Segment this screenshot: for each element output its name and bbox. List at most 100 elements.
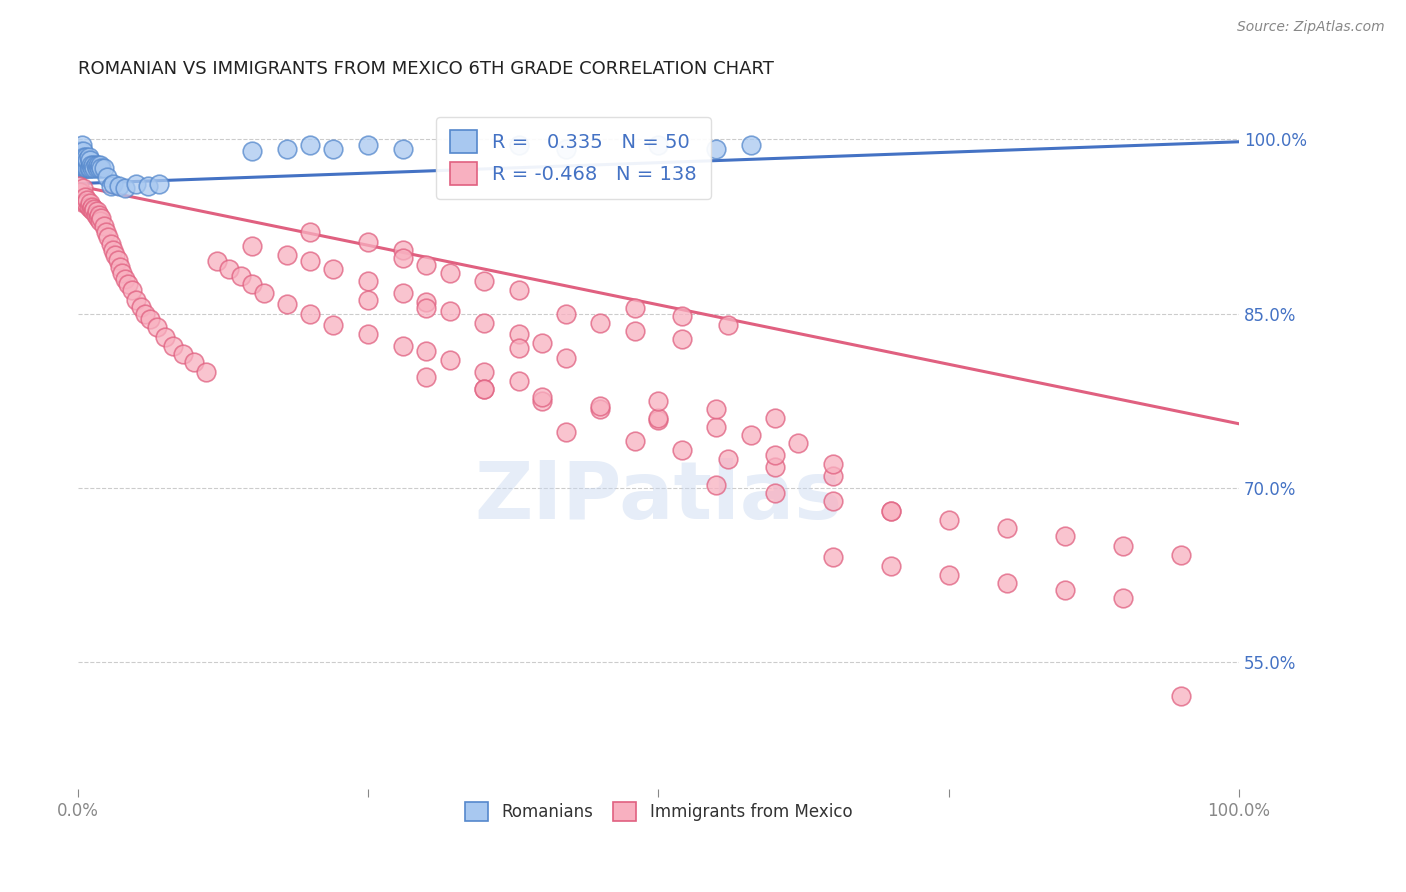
Point — [70, 138, 93, 153]
Point — [276, 297, 298, 311]
Text: Source: ZipAtlas.com: Source: ZipAtlas.com — [1237, 20, 1385, 34]
Point — [508, 283, 530, 297]
Point — [554, 142, 576, 156]
Point — [87, 158, 110, 172]
Point — [93, 219, 115, 234]
Point — [554, 306, 576, 320]
Point — [299, 138, 322, 153]
Point — [104, 248, 127, 262]
Point — [357, 235, 380, 249]
Point — [86, 161, 108, 176]
Point — [439, 352, 461, 367]
Point — [90, 161, 112, 176]
Point — [508, 341, 530, 355]
Point — [70, 150, 93, 164]
Point — [472, 382, 495, 396]
Point — [717, 451, 740, 466]
Point — [276, 142, 298, 156]
Point — [100, 236, 122, 251]
Point — [194, 364, 217, 378]
Point — [1053, 582, 1076, 597]
Point — [392, 243, 415, 257]
Point — [740, 428, 762, 442]
Point — [89, 158, 111, 172]
Point — [67, 155, 90, 169]
Point — [415, 370, 437, 384]
Point — [80, 158, 103, 172]
Point — [75, 161, 97, 176]
Point — [299, 225, 322, 239]
Point — [139, 312, 162, 326]
Point — [75, 190, 97, 204]
Point — [392, 285, 415, 300]
Point — [276, 248, 298, 262]
Point — [79, 161, 101, 176]
Point — [647, 138, 669, 153]
Point — [75, 161, 97, 176]
Point — [80, 200, 103, 214]
Point — [240, 239, 263, 253]
Point — [392, 251, 415, 265]
Point — [763, 411, 786, 425]
Point — [647, 413, 669, 427]
Point — [229, 269, 252, 284]
Point — [472, 364, 495, 378]
Point — [357, 327, 380, 342]
Point — [207, 254, 229, 268]
Point — [415, 301, 437, 315]
Point — [357, 293, 380, 307]
Point — [1112, 591, 1135, 605]
Point — [508, 374, 530, 388]
Point — [879, 504, 901, 518]
Point — [786, 436, 808, 450]
Point — [415, 258, 437, 272]
Point — [240, 277, 263, 292]
Point — [647, 393, 669, 408]
Point — [84, 158, 107, 172]
Point — [129, 300, 152, 314]
Point — [740, 138, 762, 153]
Point — [72, 181, 94, 195]
Point — [114, 271, 136, 285]
Point — [69, 185, 91, 199]
Point — [821, 494, 844, 508]
Point — [763, 448, 786, 462]
Point — [472, 274, 495, 288]
Point — [146, 320, 169, 334]
Point — [72, 144, 94, 158]
Point — [89, 213, 111, 227]
Point — [72, 155, 94, 169]
Point — [77, 161, 100, 176]
Point — [183, 355, 205, 369]
Point — [117, 277, 139, 292]
Point — [624, 324, 647, 338]
Point — [90, 211, 112, 226]
Point — [821, 469, 844, 483]
Point — [554, 425, 576, 439]
Point — [938, 513, 960, 527]
Point — [531, 335, 554, 350]
Point — [172, 347, 194, 361]
Point — [531, 390, 554, 404]
Point — [589, 400, 612, 414]
Point — [73, 161, 96, 176]
Point — [70, 193, 93, 207]
Point — [671, 309, 693, 323]
Point — [531, 393, 554, 408]
Point — [253, 285, 276, 300]
Point — [717, 318, 740, 332]
Point — [392, 142, 415, 156]
Point — [76, 161, 98, 176]
Point — [75, 196, 97, 211]
Legend: Romanians, Immigrants from Mexico: Romanians, Immigrants from Mexico — [453, 790, 865, 833]
Point — [83, 202, 105, 216]
Text: ROMANIAN VS IMMIGRANTS FROM MEXICO 6TH GRADE CORRELATION CHART: ROMANIAN VS IMMIGRANTS FROM MEXICO 6TH G… — [79, 60, 773, 78]
Point — [84, 208, 107, 222]
Point — [439, 304, 461, 318]
Point — [87, 161, 110, 176]
Point — [671, 332, 693, 346]
Point — [706, 401, 728, 416]
Point — [136, 178, 159, 193]
Point — [97, 230, 120, 244]
Point — [77, 200, 100, 214]
